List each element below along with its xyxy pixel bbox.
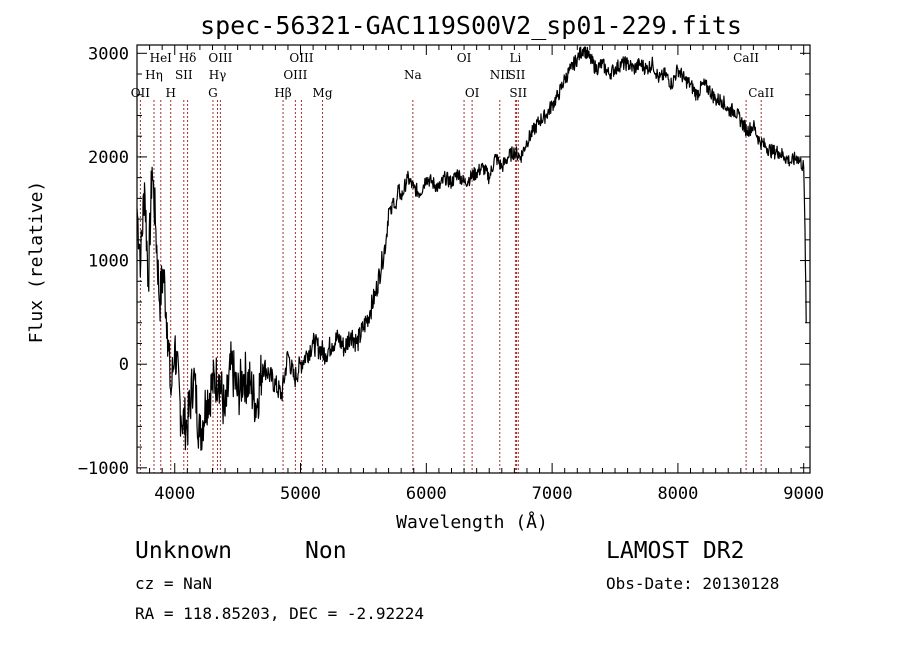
line-marker-labels: OIIHηHeIHSIIHδGHγOIIIHβOIIIOIIIMgNaOIOIN… xyxy=(131,51,775,100)
object-class: Unknown xyxy=(135,538,232,564)
x-tick-label-1: 5000 xyxy=(280,484,321,504)
x-axis-ticks: 4000 5000 6000 7000 8000 9000 xyxy=(136,45,824,504)
x-axis-label: Wavelength (Å) xyxy=(396,511,548,533)
marker-label-12: Mg xyxy=(313,86,333,100)
marker-label-8: OIII xyxy=(208,51,232,65)
x-tick-label-3: 7000 xyxy=(532,484,573,504)
plot-frame xyxy=(136,44,811,474)
marker-label-6: G xyxy=(208,86,218,100)
marker-label-13: Na xyxy=(404,68,422,82)
marker-label-18: SII xyxy=(508,68,526,82)
y-axis-ticks: −1000 0 1000 2000 3000 xyxy=(78,44,810,479)
marker-label-3: H xyxy=(165,86,175,100)
marker-label-9: Hβ xyxy=(274,86,291,100)
marker-label-15: OI xyxy=(465,86,480,100)
marker-label-11: OIII xyxy=(289,51,313,65)
y-tick-label-0: −1000 xyxy=(78,459,129,479)
object-subclass: Non xyxy=(305,538,347,564)
marker-label-14: OI xyxy=(457,51,472,65)
marker-label-5: Hδ xyxy=(179,51,197,65)
x-tick-label-5: 9000 xyxy=(783,484,824,504)
y-tick-label-4: 3000 xyxy=(88,44,129,64)
y-tick-label-3: 2000 xyxy=(88,148,129,168)
marker-label-21: CaII xyxy=(748,86,774,100)
x-tick-label-4: 8000 xyxy=(657,484,698,504)
marker-label-19: SII xyxy=(509,86,527,100)
marker-label-1: Hη xyxy=(145,68,163,82)
x-tick-label-2: 6000 xyxy=(406,484,447,504)
obs-date: Obs-Date: 20130128 xyxy=(606,574,780,593)
x-tick-label-0: 4000 xyxy=(154,484,195,504)
marker-label-20: CaII xyxy=(733,51,759,65)
marker-label-2: HeI xyxy=(150,51,173,65)
spectrum-line xyxy=(136,46,807,451)
y-tick-label-2: 1000 xyxy=(88,252,129,272)
redshift-text: cz = NaN xyxy=(135,574,213,593)
marker-label-7: Hγ xyxy=(209,68,227,82)
survey-name: LAMOST DR2 xyxy=(606,538,745,564)
coordinates: RA = 118.85203, DEC = -2.92224 xyxy=(135,604,424,623)
y-tick-label-1: 0 xyxy=(119,355,129,375)
y-axis-label: Flux (relative) xyxy=(26,181,47,344)
marker-label-17: Li xyxy=(509,51,521,65)
marker-label-4: SII xyxy=(175,68,193,82)
line-markers xyxy=(139,100,762,473)
marker-label-16: NII xyxy=(490,68,510,82)
marker-label-0: OII xyxy=(131,86,151,100)
marker-label-10: OIII xyxy=(283,68,307,82)
chart-title: spec-56321-GAC119S00V2_sp01-229.fits xyxy=(200,11,742,40)
